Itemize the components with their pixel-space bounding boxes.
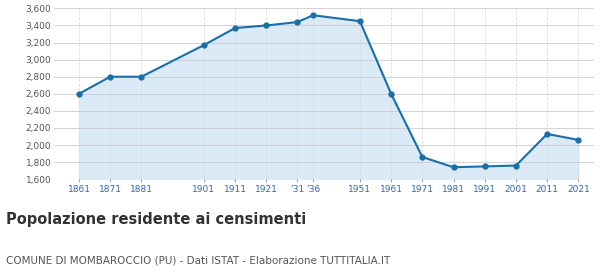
Text: Popolazione residente ai censimenti: Popolazione residente ai censimenti: [6, 212, 306, 227]
Text: COMUNE DI MOMBAROCCIO (PU) - Dati ISTAT - Elaborazione TUTTITALIA.IT: COMUNE DI MOMBAROCCIO (PU) - Dati ISTAT …: [6, 255, 390, 265]
